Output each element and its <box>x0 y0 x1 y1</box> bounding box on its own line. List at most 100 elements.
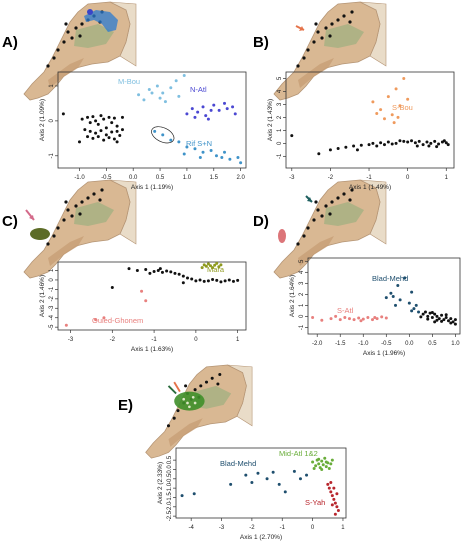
map-site-dot <box>182 397 186 401</box>
map-inset-c <box>23 179 137 279</box>
data-point <box>311 460 315 464</box>
data-point <box>219 263 223 267</box>
data-point <box>150 91 154 95</box>
data-point <box>115 124 119 128</box>
y-tick-label: -0.5 <box>167 473 173 484</box>
data-point <box>398 104 402 108</box>
data-point <box>96 135 100 139</box>
data-point <box>335 492 339 496</box>
y-tick-label: 3 <box>277 102 283 106</box>
data-point <box>379 141 383 145</box>
x-tick-label: -3 <box>289 175 295 181</box>
data-point <box>185 112 189 116</box>
data-point <box>330 458 334 462</box>
map-site-dot <box>184 384 188 388</box>
map-site-dot <box>70 214 74 218</box>
data-point <box>359 319 363 323</box>
map-site-dot <box>336 18 340 22</box>
data-point <box>444 315 448 319</box>
data-point <box>314 464 318 468</box>
data-point <box>204 264 208 268</box>
data-point <box>382 143 386 147</box>
data-point <box>440 313 444 317</box>
y-tick-label: 0 <box>49 278 55 282</box>
data-point <box>394 87 398 91</box>
series-label: Ouled-Ghonem <box>92 316 143 325</box>
data-point <box>391 295 395 299</box>
map-site-dot <box>86 196 90 200</box>
data-point <box>375 112 379 116</box>
map-inset-b <box>273 1 387 101</box>
data-point <box>177 272 181 276</box>
data-point <box>211 277 215 281</box>
map-site-dot <box>52 56 56 60</box>
data-point <box>355 148 359 152</box>
data-point <box>219 280 223 284</box>
data-point <box>96 122 100 126</box>
map-site-dot <box>74 204 78 208</box>
data-point <box>332 486 336 490</box>
data-point <box>91 115 95 119</box>
map-highlight-region <box>30 228 50 240</box>
data-point <box>213 263 217 267</box>
y-tick-label: 1 <box>49 84 55 88</box>
map-site-dot <box>172 416 176 420</box>
map-site-dot <box>336 196 340 200</box>
data-point <box>375 317 379 321</box>
data-point <box>398 139 402 143</box>
data-point <box>110 130 114 134</box>
data-point <box>324 460 328 464</box>
map-inset-d <box>273 179 387 279</box>
map-site-dot <box>80 200 84 204</box>
map-relief <box>324 24 364 48</box>
y-tick-label: -2.5 <box>167 510 173 521</box>
data-point <box>200 266 204 270</box>
y-tick-label: 0 <box>49 119 55 123</box>
map-relief <box>74 24 114 48</box>
y-tick-label: -5 <box>49 324 55 330</box>
data-point <box>144 268 148 272</box>
series-label: M-Bou <box>118 77 140 86</box>
y-tick-label: 2 <box>299 292 305 296</box>
data-point <box>384 316 388 320</box>
x-tick-label: 2.0 <box>236 175 245 181</box>
data-point <box>428 311 432 315</box>
data-point <box>190 107 194 111</box>
data-point <box>228 157 232 161</box>
data-point <box>231 279 235 283</box>
map-site-dot <box>193 388 197 392</box>
data-point <box>329 462 333 466</box>
data-point <box>327 467 331 471</box>
data-point <box>426 314 430 318</box>
data-point <box>320 459 324 463</box>
y-tick-label: 1 <box>277 128 283 132</box>
data-point <box>112 116 116 120</box>
data-point <box>209 108 213 112</box>
data-point <box>446 319 450 323</box>
data-point <box>94 318 98 322</box>
map-highlight-region <box>84 10 118 32</box>
map-inset-a <box>23 1 137 101</box>
x-tick-label: -2.0 <box>312 341 323 347</box>
data-point <box>163 100 167 104</box>
y-axis-title: Axis 2 (1.46%) <box>39 275 46 317</box>
data-point <box>202 279 206 283</box>
y-tick-label: -1 <box>299 324 305 330</box>
data-point <box>406 97 410 101</box>
data-point <box>206 117 210 121</box>
data-point <box>118 134 122 138</box>
data-point <box>396 115 400 119</box>
series-label: S-Atl <box>337 306 354 315</box>
data-point <box>425 140 429 144</box>
data-point <box>326 482 330 486</box>
data-point <box>144 299 148 303</box>
map-site-dot <box>312 40 316 44</box>
data-point <box>335 505 339 509</box>
data-point <box>120 128 124 132</box>
y-tick-label: 1 <box>49 268 55 272</box>
map-site-dot <box>316 30 320 34</box>
data-point <box>236 278 240 282</box>
map-site-dot <box>296 64 300 68</box>
x-tick-label: 0.5 <box>428 341 437 347</box>
data-point <box>437 317 441 321</box>
